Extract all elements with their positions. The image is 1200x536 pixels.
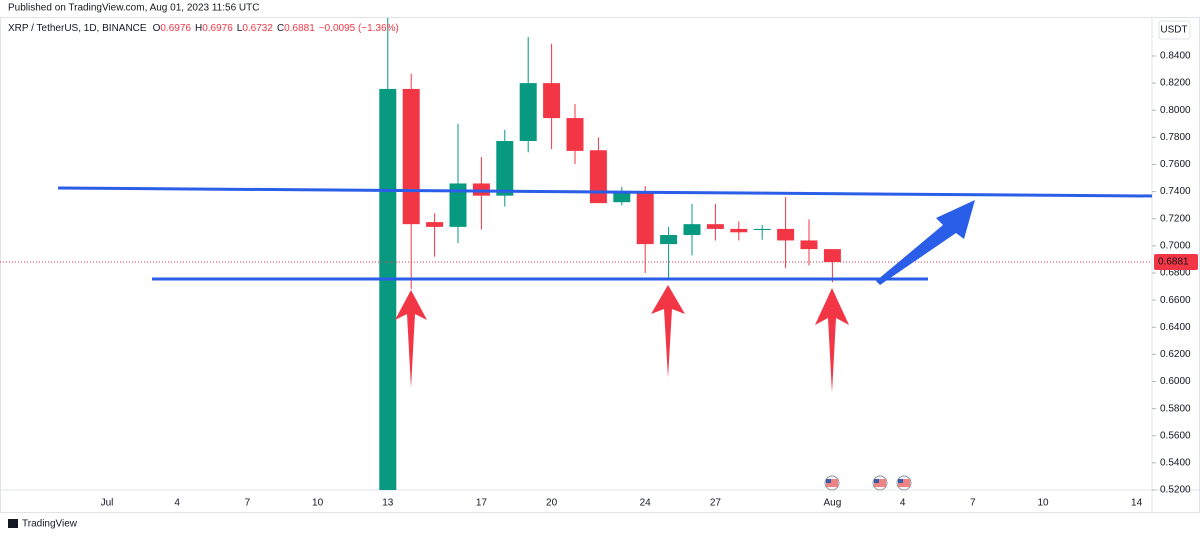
x-tick-label: 17 [476,498,488,509]
y-tick-label: 0.8400 [1160,51,1191,62]
y-tick-label: 0.5400 [1160,458,1191,469]
ohlc-change: −0.0095 (−1.36%) [319,23,399,34]
y-tick-label: 0.5200 [1160,485,1191,496]
candle-body [589,150,607,204]
footer-logo: TradingView [8,519,78,530]
ohlc-value: 0.6881 [284,23,315,34]
candle-body [613,192,631,203]
candle-body [379,88,397,490]
x-tick-label: 24 [640,498,652,509]
candle-body [823,249,841,263]
red-arrow [815,288,849,393]
x-tick-label: 7 [970,498,976,509]
candle-body [636,192,654,245]
ohlc-value: 0.6976 [160,23,191,34]
x-tick-label: 14 [1131,498,1143,509]
x-tick-label: 4 [900,498,906,509]
red-arrow [395,290,427,388]
y-tick-label: 0.7800 [1160,132,1191,143]
published-note: Published on TradingView.com, Aug 01, 20… [8,3,259,14]
candle-body [800,240,818,250]
event-icon [824,475,840,491]
ohlc-label: L [237,23,243,34]
x-tick-label: 10 [1037,498,1049,509]
currency-label[interactable]: USDT [1160,25,1187,36]
y-tick-label: 0.6200 [1160,349,1191,360]
x-tick-label: Jul [101,498,114,509]
candle-body [543,83,561,119]
y-tick-label: 0.7600 [1160,159,1191,170]
candle-body [449,183,467,227]
up-arrow [876,200,975,285]
brand: TradingView [22,519,78,530]
y-tick-label: 0.8000 [1160,105,1191,116]
y-tick-label: 0.7000 [1160,241,1191,252]
candle-body [402,88,420,225]
x-tick-label: 13 [382,498,394,509]
currency-badge[interactable] [1158,20,1191,40]
candle-body [660,235,678,245]
x-tick-label: 27 [710,498,722,509]
y-tick-label: 0.5600 [1160,430,1191,441]
candle-body [706,224,724,229]
x-tick-label: 10 [312,498,324,509]
y-tick-label: 0.8200 [1160,78,1191,89]
x-tick-label: Aug [824,498,842,509]
x-tick-label: 4 [174,498,180,509]
y-tick-label: 0.7200 [1160,213,1191,224]
ohlc-label: H [195,23,202,34]
y-tick-label: 0.6600 [1160,295,1191,306]
event-icon [872,475,888,491]
drawings [57,186,1153,491]
event-icon [896,475,912,491]
candle-body [426,222,444,227]
y-tick-label: 0.6000 [1160,376,1191,387]
candle-body [519,83,537,142]
candle-body [683,224,701,236]
candle-body [730,228,748,233]
candle-body [566,118,584,151]
red-arrow [651,285,685,378]
symbol-legend: XRP / TetherUS, 1D, BINANCE O0.6976 H0.697… [8,23,399,34]
y-tick-label: 0.6400 [1160,322,1191,333]
candle-body [753,228,771,230]
y-tick-label: 0.6800 [1160,268,1191,279]
x-tick-label: 7 [245,498,251,509]
ohlc-value: 0.6732 [242,23,273,34]
symbol-title: XRP / TetherUS, 1D, BINANCE [8,23,147,34]
candle-body [496,141,514,196]
ohlc-value: 0.6976 [202,23,233,34]
y-tick-label: 0.5800 [1160,403,1191,414]
y-tick-label: 0.7400 [1160,186,1191,197]
last-price-label: 0.6881 [1158,257,1189,268]
ohlc-label: C [277,23,284,34]
last-price-badge [1154,254,1198,271]
candle-body [777,228,795,241]
x-tick-label: 20 [546,498,558,509]
ohlc-label: O [153,23,161,34]
resistance-line [57,186,1153,198]
